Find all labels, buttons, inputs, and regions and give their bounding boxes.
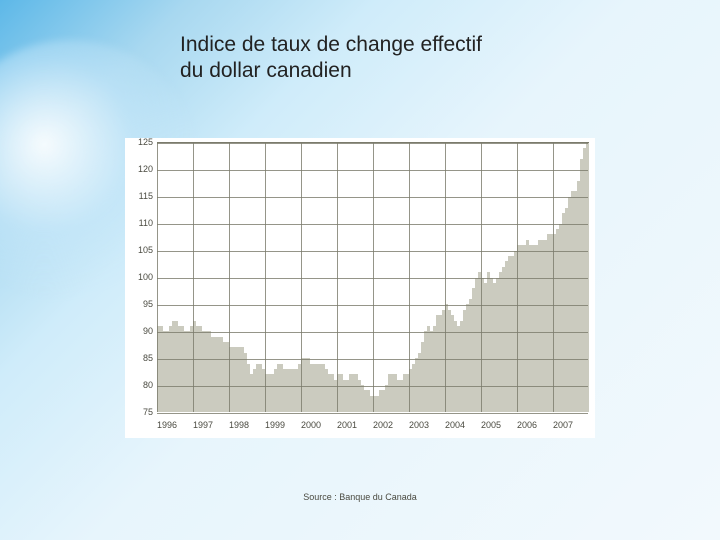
y-axis-label: 90 — [125, 326, 153, 336]
x-axis-label: 2005 — [481, 420, 501, 430]
x-axis-label: 2001 — [337, 420, 357, 430]
x-axis-label: 1998 — [229, 420, 249, 430]
x-axis-label: 2006 — [517, 420, 537, 430]
gridline-v — [373, 143, 374, 412]
gridline-v — [517, 143, 518, 412]
gridline-v — [481, 143, 482, 412]
chart-title: Indice de taux de change effectif du dol… — [180, 32, 600, 85]
y-axis-label: 85 — [125, 353, 153, 363]
source-citation: Source : Banque du Canada — [0, 492, 720, 502]
y-axis-label: 80 — [125, 380, 153, 390]
gridline-v — [265, 143, 266, 412]
gridline-v — [229, 143, 230, 412]
gridline-v — [337, 143, 338, 412]
y-axis-label: 75 — [125, 407, 153, 417]
x-axis-label: 2004 — [445, 420, 465, 430]
gridline-v — [553, 143, 554, 412]
gridline-h — [157, 413, 588, 414]
exchange-rate-chart: 75 80 85 90 95 100 105 110 115 120 125 1996 1997 1998… — [125, 138, 595, 438]
x-axis-label: 1996 — [157, 420, 177, 430]
x-axis-label: 2007 — [553, 420, 573, 430]
gridline-v — [193, 143, 194, 412]
x-axis-label: 2002 — [373, 420, 393, 430]
x-axis-label: 1999 — [265, 420, 285, 430]
y-axis-label: 120 — [125, 164, 153, 174]
y-axis-label: 115 — [125, 191, 153, 201]
title-line-2: du dollar canadien — [180, 59, 352, 82]
x-axis-label: 2000 — [301, 420, 321, 430]
y-axis-label: 100 — [125, 272, 153, 282]
slide-root: Indice de taux de change effectif du dol… — [0, 0, 720, 540]
x-axis-label: 2003 — [409, 420, 429, 430]
plot-area — [157, 142, 589, 412]
y-axis-label: 125 — [125, 137, 153, 147]
x-axis-label: 1997 — [193, 420, 213, 430]
gridline-v — [409, 143, 410, 412]
gridline-v — [301, 143, 302, 412]
y-axis-label: 105 — [125, 245, 153, 255]
y-axis-label: 95 — [125, 299, 153, 309]
gridline-v — [157, 143, 158, 412]
title-line-1: Indice de taux de change effectif — [180, 33, 482, 56]
y-axis-label: 110 — [125, 218, 153, 228]
gridline-v — [445, 143, 446, 412]
